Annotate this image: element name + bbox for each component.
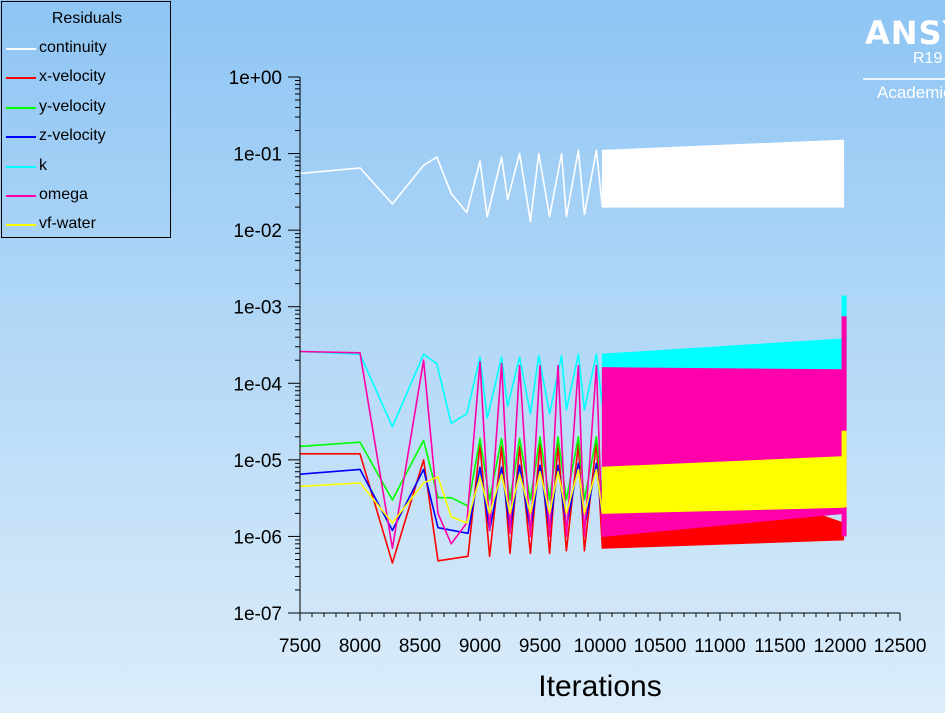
- y-tick-label: 1e-03: [233, 298, 282, 319]
- x-tick-label: 11000: [694, 636, 745, 657]
- x-tick-label: 12500: [874, 636, 927, 657]
- legend-swatch: [6, 166, 36, 168]
- logo-release: R19: [913, 50, 943, 67]
- x-tick-label: 8000: [339, 636, 381, 657]
- legend-title: Residuals: [51, 10, 123, 27]
- axes-layer: 1e+00 1e-01 1e-02 1e-03 1e-04 1e-05 1e-06 1e-07…: [229, 68, 927, 657]
- series-line-omega: [299, 350, 604, 550]
- series-band-vf-water: [601, 456, 845, 514]
- series-line-k: [299, 350, 604, 428]
- y-tick-label: 1e-04: [233, 374, 282, 395]
- series-band-continuity: [601, 139, 845, 208]
- series-line-vf-water: [299, 468, 604, 524]
- y-tick-label: 1e-05: [233, 451, 282, 472]
- legend: Residuals continuity x-velocity y-veloci…: [1, 1, 171, 238]
- x-tick-label: 9000: [459, 636, 501, 657]
- legend-item-k: k: [2, 155, 170, 179]
- legend-label: x-velocity: [39, 68, 106, 85]
- legend-item-y-velocity: y-velocity: [2, 96, 170, 120]
- legend-item-omega: omega: [2, 184, 170, 208]
- legend-label: vf-water: [39, 215, 96, 232]
- legend-item-continuity: continuity: [2, 37, 170, 61]
- legend-item-x-velocity: x-velocity: [2, 66, 170, 90]
- x-tick-label: 8500: [399, 636, 441, 657]
- logo-name: ANSYS: [865, 14, 945, 52]
- x-tick-label: 10000: [574, 636, 627, 657]
- series-line-continuity: [299, 149, 604, 223]
- x-tick-label: 9500: [519, 636, 561, 657]
- legend-item-z-velocity: z-velocity: [2, 125, 170, 149]
- legend-swatch: [6, 77, 36, 79]
- legend-item-vf-water: vf-water: [2, 213, 170, 237]
- legend-swatch: [6, 48, 36, 50]
- series-layer: [299, 139, 847, 564]
- x-tick-label: 12000: [814, 636, 867, 657]
- legend-swatch: [6, 107, 36, 109]
- y-tick-label: 1e+00: [229, 68, 282, 89]
- ansys-logo: ANSYS R19 Academic: [863, 14, 945, 109]
- series-line-x-velocity: [300, 441, 604, 564]
- legend-label: k: [39, 157, 47, 174]
- legend-swatch: [6, 136, 36, 138]
- series-spike-vf-water: [841, 430, 847, 508]
- legend-label: z-velocity: [39, 127, 106, 144]
- legend-label: omega: [39, 186, 88, 203]
- x-axis-label: Iterations: [538, 670, 662, 703]
- y-tick-label: 1e-07: [233, 604, 282, 625]
- x-tick-label: 10500: [634, 636, 687, 657]
- x-tick-label: 11500: [754, 636, 805, 657]
- y-tick-label: 1e-06: [233, 527, 282, 548]
- legend-swatch: [6, 195, 36, 197]
- legend-label: continuity: [39, 39, 107, 56]
- x-tick-label: 7500: [279, 636, 321, 657]
- legend-swatch: [6, 224, 36, 226]
- logo-edition: Academic: [877, 83, 945, 102]
- y-tick-label: 1e-01: [233, 145, 282, 166]
- series-line-y-velocity: [299, 435, 604, 507]
- y-tick-label: 1e-02: [233, 221, 282, 242]
- legend-label: y-velocity: [39, 98, 106, 115]
- logo-divider: [863, 78, 945, 80]
- series-spike-omega: [841, 316, 847, 537]
